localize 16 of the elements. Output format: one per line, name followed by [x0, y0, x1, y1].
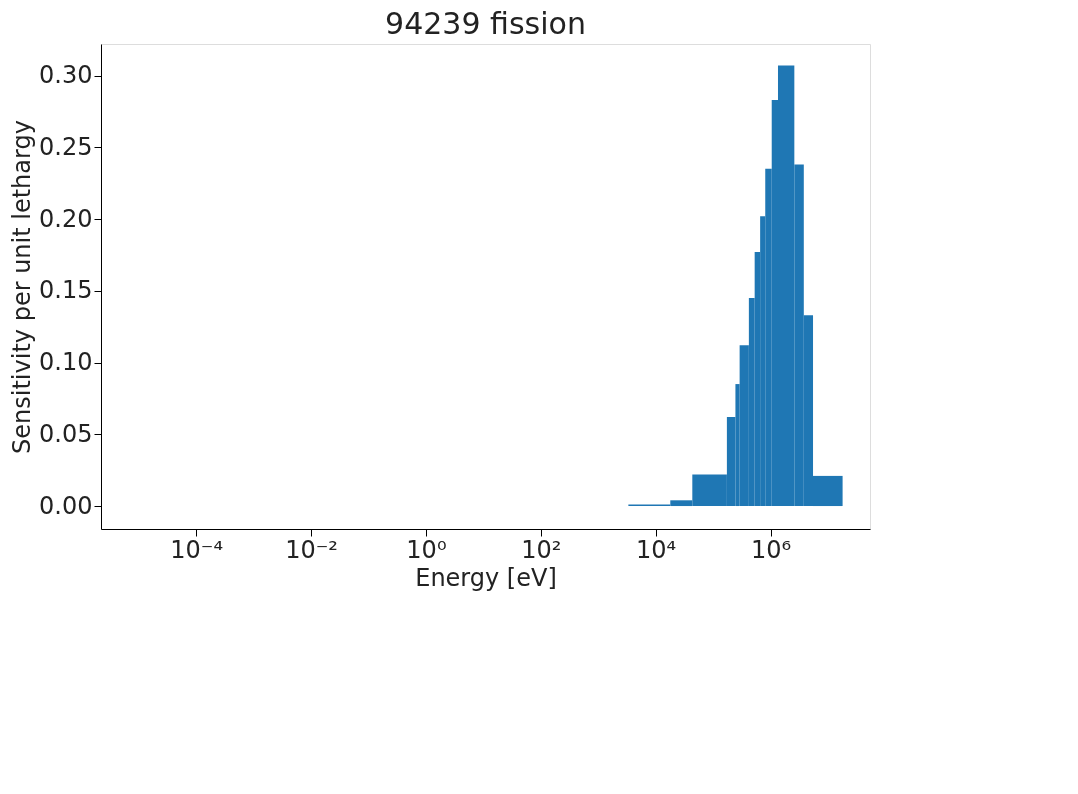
x-tick-label: 10⁶: [750, 535, 792, 564]
x-tick-label: 10⁻⁴: [170, 535, 224, 564]
x-tick-label: 10⁰: [406, 535, 447, 564]
x-axis-title: Energy [eV]: [415, 563, 557, 592]
y-tick-label: 0.00: [39, 491, 93, 520]
y-tick-label: 0.25: [39, 132, 93, 161]
y-tick-label: 0.05: [39, 419, 93, 448]
y-tick-label: 0.10: [39, 348, 93, 377]
x-tick-label: 10⁻²: [285, 535, 338, 564]
x-tick-label: 10²: [521, 535, 562, 564]
y-tick-label: 0.15: [39, 276, 93, 305]
chart-title: 94239 fission: [385, 6, 586, 41]
y-axis-title: Sensitivity per unit lethargy: [8, 120, 37, 454]
y-tick-label: 0.30: [39, 61, 93, 90]
y-tick-label: 0.20: [39, 204, 93, 233]
x-tick-label: 10⁴: [636, 535, 677, 564]
